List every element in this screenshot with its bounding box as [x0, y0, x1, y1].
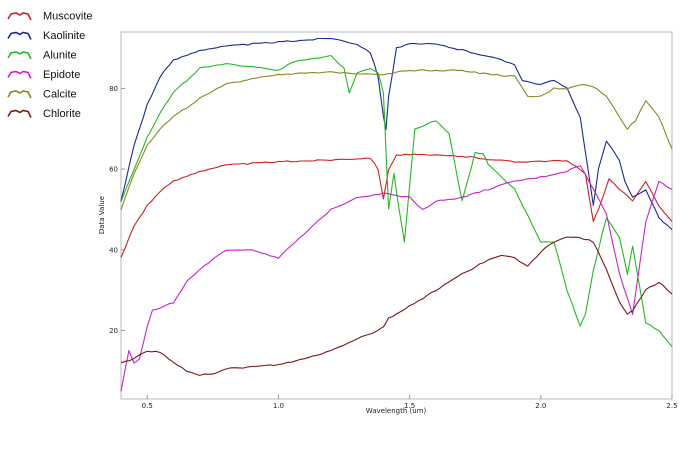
y-tick-label: 40 — [109, 246, 118, 254]
plot-area — [120, 31, 673, 400]
y-tick-label: 80 — [109, 85, 118, 93]
y-tick-label: 60 — [109, 166, 118, 174]
y-tick-label: 20 — [109, 327, 118, 335]
legend: Muscovite Kaolinite Alunite Epidote Calcite C… — [7, 11, 93, 120]
series-layer — [120, 37, 673, 392]
series-line-muscovite — [120, 153, 673, 258]
legend-swatch-kaolinite — [7, 31, 32, 40]
legend-swatch-epidote — [7, 70, 32, 79]
series-line-calcite — [120, 69, 673, 211]
legend-label-chlorite: Chlorite — [43, 108, 81, 120]
series-line-chlorite — [120, 236, 673, 376]
y-axis-label: Data Value — [98, 196, 106, 234]
legend-swatch-calcite — [7, 90, 32, 99]
legend-label-epidote: Epidote — [43, 69, 80, 81]
legend-label-calcite: Calcite — [43, 89, 77, 101]
x-tick-label: 2.5 — [666, 402, 677, 410]
legend-swatch-chlorite — [7, 109, 32, 118]
x-axis-label: Wavelength (um) — [366, 407, 427, 415]
x-tick-label: 1.0 — [273, 402, 284, 410]
x-axis-ticks: 0.5 1.0 1.5 2.0 2.5 — [142, 395, 678, 410]
x-tick-label: 0.5 — [142, 402, 153, 410]
legend-label-alunite: Alunite — [43, 50, 77, 62]
legend-label-kaolinite: Kaolinite — [43, 30, 85, 42]
x-tick-label: 2.0 — [535, 402, 546, 410]
series-line-kaolinite — [120, 37, 673, 230]
x-tick-label: 1.5 — [404, 402, 415, 410]
series-line-alunite — [120, 54, 673, 347]
legend-label-muscovite: Muscovite — [43, 11, 93, 23]
series-line-epidote — [120, 165, 673, 392]
legend-swatch-alunite — [7, 51, 32, 60]
legend-swatch-muscovite — [7, 12, 32, 21]
